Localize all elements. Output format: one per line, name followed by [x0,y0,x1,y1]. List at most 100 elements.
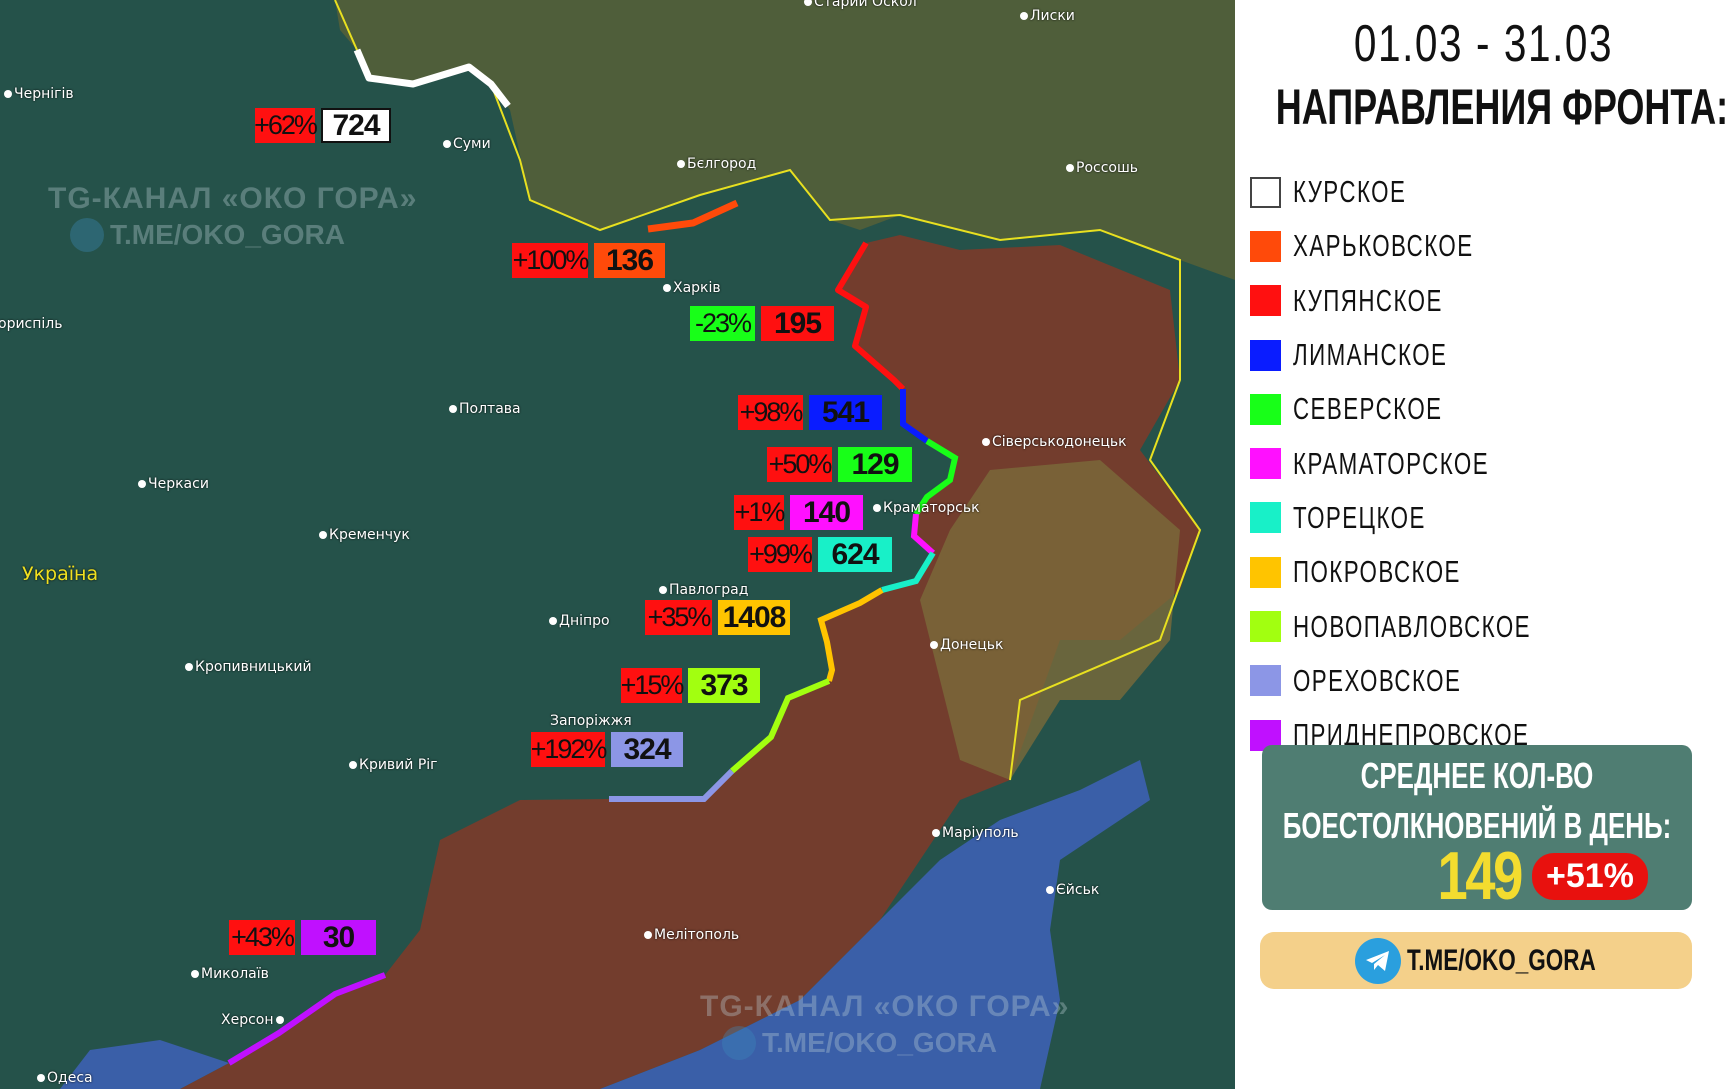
legend-swatch [1250,502,1281,534]
city-label: Харків [663,280,721,296]
direction-label-kramatorsk: +1% 140 [734,495,863,530]
change-badge: +98% [738,395,803,430]
front-line-dnipro [227,972,387,1066]
legend-label: СЕВЕРСКОЕ [1293,391,1443,427]
black-sea [60,1040,229,1089]
legend-swatch [1250,611,1281,643]
city-label: Сіверськодонецьк [982,434,1127,450]
city-label: Мелітополь [644,927,739,943]
city-name: Кривий Ріг [359,757,438,773]
city-name: Одеса [47,1070,93,1086]
legend-swatch [1250,393,1281,425]
front-line-pokrovsk [817,587,884,682]
occupied-donbas-2014 [920,460,1180,780]
city-label: Херсон [221,1012,284,1028]
legend-item: ХАРЬКОВСКОЕ [1250,219,1624,273]
city-label: Суми [443,136,491,152]
city-name: Лиски [1030,8,1075,24]
city-name: Миколаїв [201,966,269,982]
legend-swatch [1250,448,1281,480]
value-badge: 724 [321,108,391,143]
change-badge: +62% [254,108,318,143]
front-line-kupyansk [835,241,906,392]
value-badge: 30 [301,920,376,955]
legend-item: ЛИМАНСКОЕ [1250,328,1624,382]
value-badge: 136 [594,243,665,278]
date-range: 01.03 - 31.03 [1353,15,1614,73]
direction-label-dnipro: +43% 30 [229,920,376,955]
direction-label-lyman: +98% 541 [738,395,882,430]
front-line-toretsk [881,551,936,593]
change-badge: -23% [690,306,755,341]
country-name: Україна [22,563,99,585]
front-line-orikhiv [609,768,735,802]
city-name: Сіверськодонецьк [992,434,1127,450]
legend-label: КРАМАТОРСКОЕ [1293,445,1490,481]
change-badge: +99% [748,537,813,572]
telegram-link-button[interactable]: T.ME/OKO_GORA [1260,932,1692,989]
front-line-kursk [353,48,511,109]
legend-swatch [1250,556,1281,588]
front-line-kramatorsk [910,513,936,556]
city-name: Бєлгород [687,156,757,172]
legend-item: ОРЕХОВСКОЕ [1250,654,1624,708]
city-label: Дніпро [549,613,610,629]
front-line-novopavlivka [730,678,831,774]
front-line-kharkiv [647,199,739,233]
direction-label-kursk: +62% 724 [254,108,391,143]
city-name: Краматорськ [883,500,980,516]
daily-average-value: 149 [1437,838,1523,914]
watermark-link: T.ME/OKO_GORA [722,1026,997,1060]
telegram-icon [722,1026,756,1060]
change-badge: +1% [734,495,785,530]
value-badge: 140 [790,495,863,530]
city-name: Павлоград [669,582,749,598]
legend-label: ЛИМАНСКОЕ [1293,337,1448,373]
city-name: Кропивницький [195,659,312,675]
city-name: Кременчук [329,527,410,543]
change-badge: +50% [767,447,832,482]
watermark-text: TG-КАНАЛ «ОКО ГОРА» [700,990,1070,1023]
watermark-link-text: T.ME/OKO_GORA [762,1027,997,1058]
azov-sea [600,760,1150,1089]
city-name: Харків [673,280,721,296]
country-label: Україна [22,563,98,585]
front-lines [227,48,959,1066]
city-label: Лиски [1020,8,1075,24]
value-badge: 624 [818,537,892,572]
watermark-link-text: T.ME/OKO_GORA [110,219,345,250]
city-label: Кривий Ріг [349,757,438,773]
city-label: Кременчук [319,527,410,543]
city-label: Бєлгород [677,156,756,172]
city-name: Запоріжжя [550,713,632,729]
legend-label: ОРЕХОВСКОЕ [1293,662,1462,698]
city-name: Маріуполь [942,825,1019,841]
city-label: Миколаїв [191,966,269,982]
city-name: Черкаси [148,476,209,492]
direction-label-toretsk: +99% 624 [748,537,892,572]
city-label: Краматорськ [873,500,980,516]
legend-swatch [1250,176,1281,208]
legend-item: ТОРЕЦКОЕ [1250,491,1624,545]
legend-label: НОВОПАВЛОВСКОЕ [1293,608,1531,644]
city-name: Єйськ [1056,882,1100,898]
legend-item: НОВОПАВЛОВСКОЕ [1250,599,1624,653]
legend-item: ПОКРОВСКОЕ [1250,545,1624,599]
value-badge: 195 [761,306,834,341]
city-label: Запоріжжя [550,713,632,729]
legend-item: КУПЯНСКОЕ [1250,274,1624,328]
legend-swatch [1250,285,1281,317]
legend-item: КРАМАТОРСКОЕ [1250,436,1624,490]
city-name: Донецьк [940,637,1004,653]
watermark-text: TG-КАНАЛ «ОКО ГОРА» [48,182,418,215]
direction-label-novopavlivka: +15% 373 [621,668,760,703]
change-badge: +15% [621,668,684,703]
city-label: Павлоград [659,582,748,598]
legend-swatch [1250,665,1281,697]
value-badge: 373 [688,668,760,703]
city-label: Донецьк [930,637,1004,653]
city-name: Россошь [1076,160,1139,176]
direction-label-orikhiv: +192% 324 [531,732,683,767]
city-label: Россошь [1066,160,1138,176]
direction-label-pokrovsk: +35% 1408 [645,600,790,635]
